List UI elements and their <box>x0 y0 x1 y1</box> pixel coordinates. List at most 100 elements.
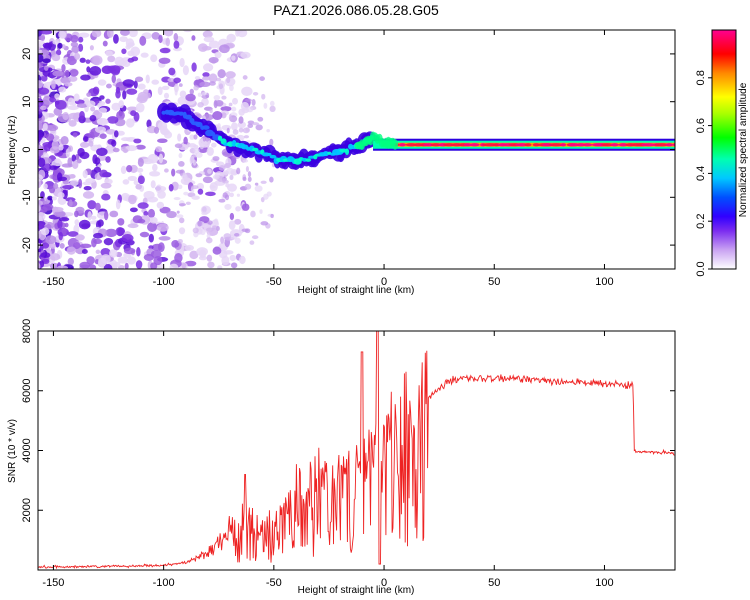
colorbar-tick-label: 0.0 <box>695 261 707 276</box>
spectrogram-noise-blob <box>259 76 265 82</box>
spectrogram-noise-blob <box>178 161 185 167</box>
spectrogram-noise-blob <box>213 218 219 225</box>
colorbar-tick-label: 0.8 <box>695 70 707 85</box>
spectrogram-noise-blob <box>119 30 130 36</box>
spectrogram-noise-blob <box>227 183 238 192</box>
spectrogram-noise-blob <box>75 234 85 241</box>
spectrogram-noise-blob <box>143 211 149 216</box>
spectrogram-noise-blob <box>55 211 66 217</box>
spectrogram-noise-blob <box>79 151 90 160</box>
spectrogram-noise-blob <box>105 228 118 238</box>
spectrogram-noise-blob <box>38 262 41 269</box>
spectrogram-noise-blob <box>61 64 66 72</box>
spectrogram-noise-blob <box>79 110 85 120</box>
spectrogram-noise-blob <box>224 194 230 201</box>
spectrogram-noise-blob <box>112 147 120 153</box>
spectrogram-noise-blob <box>38 223 45 229</box>
spectrogram-noise-blob <box>238 108 245 116</box>
spectrogram-ridge <box>157 102 675 170</box>
spectrogram-noise-blob <box>38 200 43 207</box>
spectrogram-noise-blob <box>78 178 83 189</box>
spectrogram-noise-blob <box>220 236 225 244</box>
spectrogram-noise-blob <box>178 227 186 235</box>
spectrogram-noise-blob <box>206 254 213 262</box>
spectrogram-noise-blob <box>163 92 170 99</box>
band-peak <box>618 143 629 147</box>
ridge-bump <box>392 139 399 150</box>
spectrogram-noise-blob <box>93 232 104 239</box>
spectrogram-noise-blob <box>89 45 94 51</box>
spectrogram-noise-blob <box>38 174 44 182</box>
spectrogram-noise-blob <box>179 57 185 68</box>
band-peak <box>641 143 656 147</box>
spectrogram-noise-blob <box>139 231 150 238</box>
spectrogram-noise-blob <box>239 255 246 265</box>
colorbar-ticks: 0.0 0.2 0.4 0.6 0.8 <box>695 70 712 277</box>
spectrogram-noise-blob <box>135 183 142 190</box>
spectrogram-noise-blob <box>156 201 164 209</box>
spectrogram-noise-blob <box>212 246 222 255</box>
spectrogram-noise-blob <box>74 219 80 226</box>
spectrogram-noise-blob <box>71 154 77 163</box>
spectrogram-noise-blob <box>98 107 108 114</box>
spectrogram-noise-blob <box>171 240 180 248</box>
spectrogram-noise-blob <box>160 128 170 136</box>
spectrogram-noise-blob <box>208 73 218 83</box>
spectrogram-noise-blob <box>53 182 59 190</box>
spectrogram-noise-blob <box>51 160 63 167</box>
spectrogram-noise-blob <box>231 55 236 61</box>
spectrogram-noise-blob <box>179 203 186 207</box>
spectrogram-noise-blob <box>107 55 116 63</box>
spectrogram-noise-blob <box>78 219 91 230</box>
spectrogram-noise-blob <box>122 90 127 100</box>
spectrogram-noise-blob <box>51 54 61 62</box>
spectrogram-noise-blob <box>60 135 69 145</box>
spectrogram-noise-blob <box>241 203 250 211</box>
spectrogram-noise-blob <box>270 213 274 219</box>
spectrogram-noise-blob <box>152 163 158 172</box>
spectrogram-noise-blob <box>173 77 181 84</box>
spectrogram-noise-blob <box>207 220 213 225</box>
band-peak <box>654 143 669 147</box>
spectrogram-noise-blob <box>93 109 100 116</box>
spectrogram-noise-blob <box>130 110 137 117</box>
spectrogram-noise-blob <box>192 152 198 158</box>
spectrogram-noise-blob <box>242 75 248 80</box>
spectrogram-y-tick-label: 10 <box>21 96 33 108</box>
snr-y-tick-label: 2000 <box>21 498 33 522</box>
band-peak <box>469 143 480 147</box>
spectrogram-noise-blob <box>193 85 199 91</box>
spectrogram-noise-blob <box>156 223 169 232</box>
spectrogram-noise-blob <box>201 211 208 216</box>
spectrogram-noise-blob <box>178 83 183 87</box>
spectrogram-noise-blob <box>129 207 138 213</box>
spectrogram-noise-blob <box>133 80 138 89</box>
spectrogram-noise-blob <box>128 30 138 38</box>
band-peak <box>532 143 540 147</box>
spectrogram-noise-blob <box>91 237 97 248</box>
spectrogram-noise-blob <box>254 185 263 192</box>
spectrogram-blobs <box>38 30 276 269</box>
spectrogram-noise-blob <box>89 66 102 76</box>
spectrogram-noise-blob <box>116 110 125 121</box>
spectrogram-noise-blob <box>57 192 65 199</box>
snr-x-tick-label: 100 <box>595 577 613 589</box>
spectrogram-noise-blob <box>183 136 188 146</box>
spectrogram-noise-blob <box>212 225 218 230</box>
spectrogram-noise-blob <box>155 146 163 153</box>
spectrogram-noise-blob <box>242 127 250 134</box>
spectrogram-noise-blob <box>173 33 179 42</box>
spectrogram-noise-blob <box>182 172 187 178</box>
spectrogram-noise-blob <box>79 141 90 148</box>
spectrogram-noise-blob <box>134 76 144 82</box>
spectrogram-noise-blob <box>51 196 57 201</box>
spectrogram-noise-blob <box>137 83 146 90</box>
spectrogram-noise-blob <box>243 135 250 139</box>
spectrogram-xlabel: Height of straight line (km) <box>298 285 415 296</box>
spectrogram-noise-blob <box>207 261 215 269</box>
spectrogram-noise-blob <box>38 54 44 63</box>
spectrogram-noise-blob <box>109 249 118 258</box>
spectrogram-noise-blob <box>164 30 174 37</box>
spectrogram-noise-blob <box>126 165 133 173</box>
